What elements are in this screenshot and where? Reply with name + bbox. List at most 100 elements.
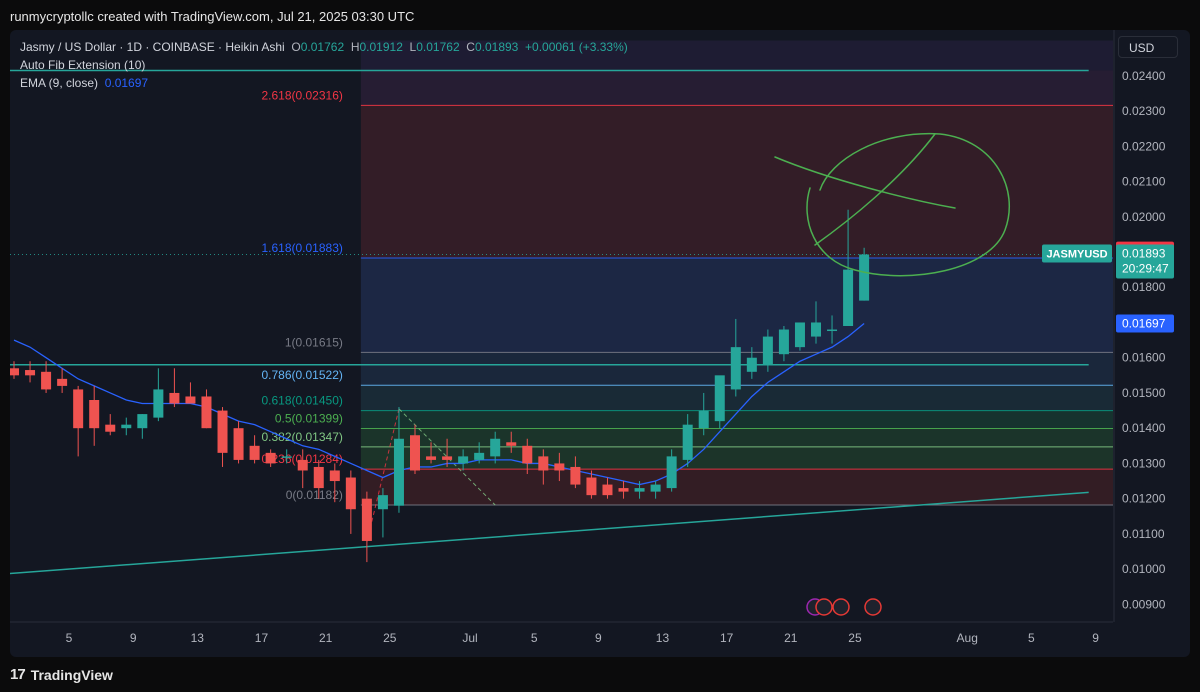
open-value: 0.01762 bbox=[300, 40, 345, 54]
price-tag bbox=[1116, 314, 1174, 333]
candle-body bbox=[602, 484, 613, 496]
fib-zone bbox=[360, 446, 1113, 470]
time-tick-label: 13 bbox=[656, 631, 670, 645]
candle-body bbox=[201, 396, 212, 429]
candle-body bbox=[233, 428, 244, 460]
high-value: 0.01912 bbox=[359, 40, 403, 54]
fib-level-label: 0(0.01182) bbox=[286, 488, 343, 502]
bar-countdown: 20:29:47 bbox=[1122, 261, 1169, 275]
candle-body bbox=[329, 470, 340, 482]
event-icons bbox=[806, 598, 882, 616]
fib-level-label: 0.236(0.01284) bbox=[261, 452, 342, 466]
fib-indicator-legend[interactable]: Auto Fib Extension (10) bbox=[20, 58, 145, 72]
candle-body bbox=[458, 456, 469, 464]
symbol-tag bbox=[1042, 244, 1112, 263]
candle-body bbox=[393, 438, 404, 506]
price-tick-label: 0.01400 bbox=[1122, 421, 1166, 435]
snapshot-caption: runmycryptollc created with TradingView.… bbox=[10, 9, 415, 24]
time-tick-label: 5 bbox=[1028, 631, 1035, 645]
candle-body bbox=[827, 329, 838, 332]
time-tick-label: 21 bbox=[319, 631, 333, 645]
fib-zone bbox=[360, 105, 1113, 258]
hand-drawn-stroke bbox=[814, 133, 936, 246]
price-tick-label: 0.02000 bbox=[1122, 210, 1166, 224]
candle-body bbox=[490, 438, 501, 457]
candle-body bbox=[281, 456, 292, 458]
candle-body bbox=[10, 368, 19, 376]
time-tick-label: 17 bbox=[255, 631, 269, 645]
symbol-tag-label: JASMYUSD bbox=[1046, 248, 1107, 260]
tradingview-mark-icon: 17 bbox=[10, 666, 26, 683]
close-value: 0.01893 bbox=[474, 40, 519, 54]
candle-body bbox=[554, 463, 565, 471]
candle-body bbox=[522, 445, 533, 464]
candle-body bbox=[41, 371, 52, 390]
fib-zone bbox=[360, 385, 1113, 411]
last-price-value: 0.01893 bbox=[1122, 246, 1166, 260]
candle-body bbox=[794, 322, 805, 348]
price-tick-label: 0.01300 bbox=[1122, 456, 1166, 470]
candle-body bbox=[666, 456, 677, 489]
change-value: +0.00061 (+3.33%) bbox=[525, 40, 628, 54]
time-tick-label: 9 bbox=[130, 631, 137, 645]
candle-body bbox=[57, 378, 68, 386]
candle-body bbox=[121, 424, 132, 429]
price-marker: 0.01697 bbox=[1116, 314, 1174, 333]
time-tick-label: Jul bbox=[462, 631, 477, 645]
fib-zone bbox=[360, 70, 1113, 106]
fib-zone bbox=[360, 410, 1113, 429]
candle-body bbox=[313, 466, 324, 489]
open-label: O bbox=[291, 40, 301, 54]
low-value: 0.01762 bbox=[416, 40, 460, 54]
symbol-title: Jasmy / US Dollar · 1D · COINBASE · Heik… bbox=[20, 40, 285, 54]
time-tick-label: 21 bbox=[784, 631, 798, 645]
candle-body bbox=[843, 269, 854, 326]
candle-body bbox=[570, 466, 581, 485]
low-label: L bbox=[409, 40, 417, 54]
ema-indicator-legend[interactable]: EMA (9, close) 0.01697 bbox=[20, 76, 148, 90]
time-tick-label: 9 bbox=[1092, 631, 1099, 645]
price-tick-label: 0.01100 bbox=[1122, 527, 1165, 541]
candle-body bbox=[811, 322, 821, 337]
fib-zone bbox=[360, 428, 1113, 447]
price-tick-label: 0.02200 bbox=[1122, 139, 1166, 153]
fib-zone-top bbox=[360, 40, 1113, 71]
fib-level-label: 1(0.01615) bbox=[285, 335, 343, 349]
fib-level-label: 0.786(0.01522) bbox=[261, 368, 342, 382]
candle-body bbox=[89, 400, 100, 429]
close-label: C bbox=[466, 40, 475, 54]
fib-zone bbox=[360, 257, 1113, 353]
tradingview-logo[interactable]: 17 TradingView bbox=[10, 666, 113, 683]
time-tick-label: 9 bbox=[595, 631, 602, 645]
tradingview-brand: TradingView bbox=[30, 666, 113, 683]
candle-body bbox=[778, 329, 789, 355]
candle-body bbox=[506, 442, 517, 446]
trendline bbox=[10, 491, 1089, 575]
fib-level-label: 0.618(0.01450) bbox=[261, 394, 342, 408]
price-chart[interactable]: 0(0.01182) 0.236(0.01284) 0.382(0.01347) 0.… bbox=[10, 30, 1190, 657]
fib-indicator-label: Auto Fib Extension (10) bbox=[20, 58, 146, 72]
fib-anchor-line bbox=[366, 408, 400, 543]
candle-body bbox=[426, 456, 437, 460]
chart-panel[interactable]: 0(0.01182) 0.236(0.01284) 0.382(0.01347) 0.… bbox=[10, 30, 1190, 657]
ema-indicator-label: EMA (9, close) bbox=[20, 76, 99, 90]
currency-button[interactable]: USD bbox=[1118, 36, 1178, 58]
candle-body bbox=[153, 389, 164, 418]
candle-body bbox=[249, 445, 260, 460]
price-tick-label: 0.01600 bbox=[1122, 351, 1166, 365]
time-tick-label: 17 bbox=[720, 631, 734, 645]
time-tick-label: 25 bbox=[383, 631, 397, 645]
price-tick-label: 0.01000 bbox=[1122, 562, 1166, 576]
candle-body bbox=[442, 456, 453, 460]
candle-body bbox=[361, 498, 372, 541]
candle-body bbox=[682, 424, 693, 460]
last-price-tag bbox=[1116, 244, 1174, 279]
candle-body bbox=[762, 336, 773, 365]
hand-drawn-stroke bbox=[774, 156, 956, 209]
candle-body bbox=[474, 452, 485, 460]
hand-drawn-circle bbox=[806, 132, 1010, 277]
candle-body bbox=[746, 357, 757, 372]
ema-indicator-value: 0.01697 bbox=[104, 76, 149, 90]
hand-drawing bbox=[774, 132, 1010, 277]
